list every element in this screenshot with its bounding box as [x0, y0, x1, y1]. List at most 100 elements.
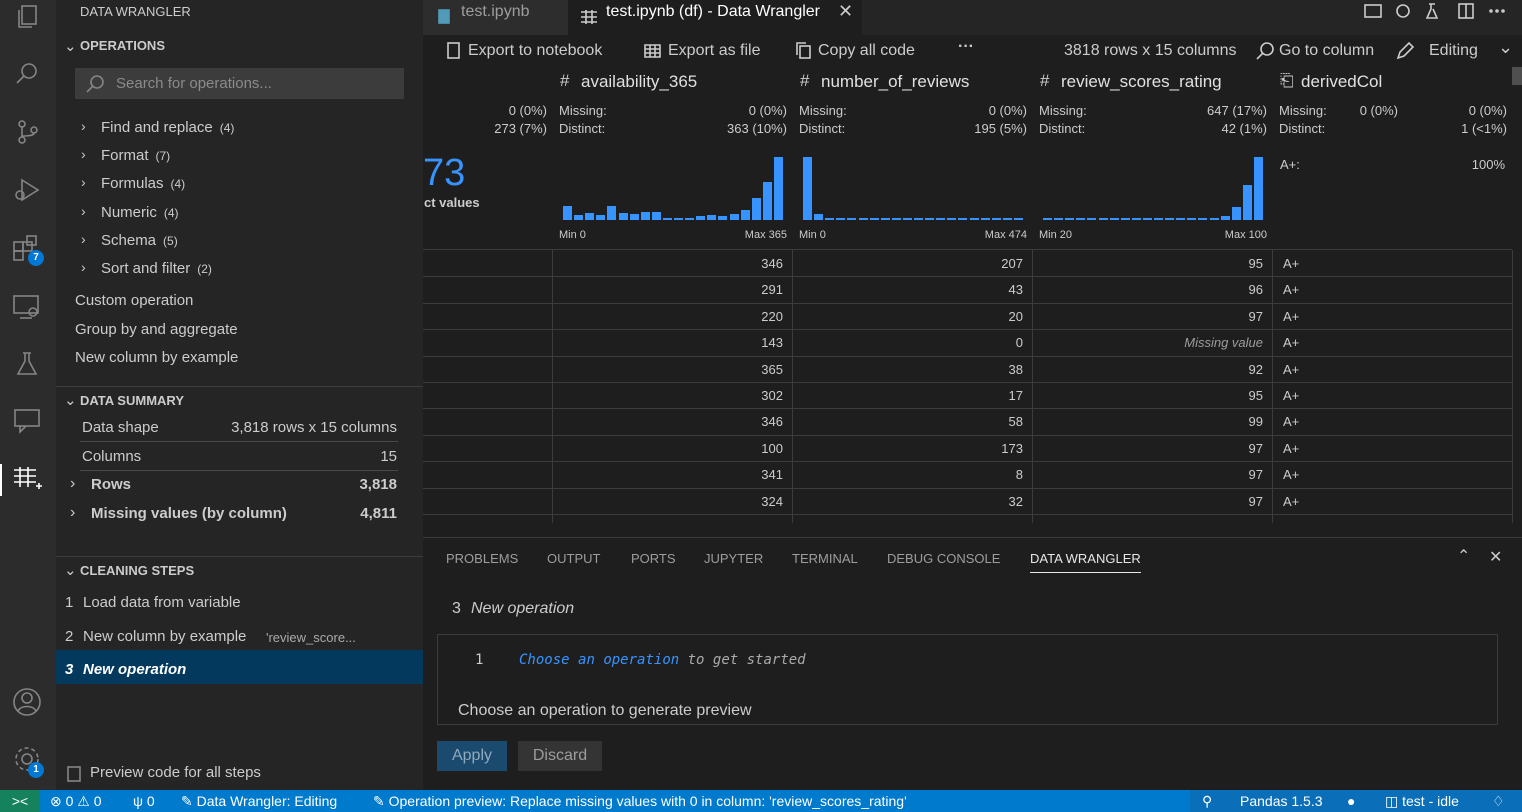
extensions-icon[interactable] — [12, 234, 42, 264]
column-name[interactable]: number_of_reviews — [821, 72, 970, 91]
chevron[interactable]: › — [81, 230, 86, 247]
remote-icon[interactable] — [12, 292, 42, 322]
chevron[interactable]: › — [81, 174, 86, 191]
panel-tab[interactable]: PORTS — [631, 551, 676, 566]
chevron[interactable]: ⌄ — [64, 392, 77, 409]
group-count: (4) — [170, 177, 186, 192]
vertical-scrollbar-thumb[interactable] — [1512, 67, 1522, 85]
operation-group[interactable]: Format (7) — [101, 147, 170, 164]
apply-button[interactable]: Apply — [437, 741, 507, 771]
row-divider — [423, 276, 1512, 278]
data-wrangler-icon[interactable] — [12, 464, 44, 496]
histogram-bar — [629, 214, 639, 220]
kernel-status[interactable]: ◫ test - idle — [1385, 793, 1459, 809]
missing-cell: Missing value — [1184, 335, 1263, 351]
account-icon[interactable] — [11, 686, 43, 718]
panel-maximize[interactable]: ⌃ — [1457, 548, 1471, 565]
group-count: (4) — [163, 205, 179, 220]
copilot-icon[interactable]: ● — [1347, 793, 1356, 809]
step-number[interactable]: 3 — [65, 661, 74, 679]
operation-group[interactable]: Schema (5) — [101, 232, 178, 249]
tab[interactable]: test.ipynb — [423, 0, 568, 35]
panel-tab-active[interactable]: DATA WRANGLER — [1030, 551, 1141, 573]
chat-icon[interactable] — [12, 406, 42, 436]
step-number[interactable]: 2 — [65, 627, 74, 645]
panel-tab[interactable]: DEBUG CONSOLE — [887, 551, 1001, 566]
panel-tab[interactable]: TERMINAL — [792, 551, 858, 566]
remote-indicator[interactable]: >< — [0, 790, 40, 812]
column-name[interactable]: review_scores_rating — [1061, 72, 1222, 91]
histogram-bar — [1253, 157, 1263, 220]
search-box[interactable]: Search for operations... — [75, 68, 404, 99]
copy-code-button[interactable]: Copy all code — [818, 42, 915, 59]
zoom-icon[interactable]: ⚲ — [1202, 793, 1213, 809]
chevron[interactable]: › — [81, 118, 86, 134]
explorer-icon[interactable] — [14, 2, 42, 30]
testing-icon[interactable] — [13, 350, 41, 378]
more-button[interactable]: ··· — [958, 38, 974, 55]
operation-item[interactable]: Custom operation — [75, 292, 194, 309]
editor-actions[interactable] — [1361, 2, 1521, 22]
problems-indicator[interactable]: ⊗ 0 ⚠ 0 — [50, 793, 102, 809]
debug-icon[interactable] — [12, 175, 42, 205]
histogram-bar — [1043, 218, 1053, 220]
operation-item[interactable]: New column by example — [75, 349, 239, 366]
histogram-bar — [751, 197, 761, 220]
export-notebook-button[interactable]: Export to notebook — [468, 42, 603, 59]
chevron[interactable]: › — [70, 475, 76, 493]
operation-group[interactable]: Find and replace (4) — [101, 119, 234, 136]
settings-icon[interactable] — [11, 743, 43, 775]
tab-close[interactable]: ✕ — [838, 1, 854, 21]
code-token: Choose — [519, 652, 570, 668]
operation-item[interactable]: Group by and aggregate — [75, 320, 238, 338]
tab-active[interactable]: test.ipynb (df) - Data Wrangler ✕ — [568, 0, 862, 35]
chevron[interactable]: › — [81, 202, 86, 219]
mode-indicator[interactable]: ✎ Data Wrangler: Editing — [181, 793, 338, 809]
missing-label: Missing: — [799, 103, 847, 118]
section-header[interactable]: DATA SUMMARY — [80, 393, 184, 408]
panel-tab[interactable]: OUTPUT — [547, 551, 601, 566]
summary-label[interactable]: Missing values (by column) — [91, 505, 287, 523]
histogram-bar — [618, 213, 628, 220]
cell: A+ — [1283, 440, 1300, 456]
chevron[interactable]: ⌄ — [64, 38, 77, 55]
chevron[interactable]: ⌄ — [64, 562, 77, 579]
missing-label: Missing: — [559, 103, 607, 118]
search-icon[interactable] — [14, 60, 42, 88]
notifications-icon[interactable]: ♢ — [1492, 793, 1505, 809]
discard-button[interactable]: Discard — [518, 741, 602, 771]
pandas-version[interactable]: Pandas 1.5.3 — [1240, 793, 1323, 809]
summary-label[interactable]: Rows — [91, 476, 132, 494]
chevron[interactable]: › — [81, 146, 86, 163]
step-label[interactable]: Load data from variable — [83, 594, 241, 611]
chevron[interactable]: › — [70, 504, 76, 522]
column-divider — [792, 250, 793, 523]
column-name[interactable]: availability_365 — [581, 72, 698, 91]
code-line: Choose an operation to get started — [519, 652, 806, 668]
histogram-bar — [858, 218, 868, 220]
ports-indicator[interactable]: ψ 0 — [133, 793, 155, 809]
preview-code-link[interactable]: Preview code for all steps — [90, 764, 261, 781]
section-header[interactable]: CLEANING STEPS — [80, 563, 195, 578]
panel-tab[interactable]: JUPYTER — [704, 551, 764, 566]
mode-dropdown[interactable]: Editing — [1429, 42, 1478, 59]
section-header[interactable]: OPERATIONS — [80, 38, 165, 53]
distinct-label: Distinct: — [799, 121, 846, 136]
operation-indicator[interactable]: ✎ Operation preview: Replace missing val… — [373, 793, 907, 809]
step-label[interactable]: New operation — [83, 661, 187, 679]
panel-tab[interactable]: PROBLEMS — [446, 551, 519, 566]
step-number[interactable]: 1 — [65, 594, 74, 611]
source-control-icon[interactable] — [14, 118, 42, 146]
code-editor[interactable]: 1 Choose an operation to get started Cho… — [437, 634, 1498, 725]
panel-close[interactable]: ✕ — [1489, 549, 1503, 566]
dropdown-chevron[interactable]: ⌄ — [1498, 37, 1514, 57]
operation-group[interactable]: Sort and filter (2) — [101, 260, 212, 277]
column-name[interactable]: derivedCol — [1301, 72, 1383, 91]
step-label[interactable]: New column by example — [83, 627, 247, 645]
histogram-bar — [847, 218, 857, 220]
operation-group[interactable]: Formulas (4) — [101, 175, 185, 192]
export-file-button[interactable]: Export as file — [668, 42, 761, 59]
chevron[interactable]: › — [81, 259, 86, 275]
operation-group[interactable]: Numeric (4) — [101, 204, 179, 221]
go-to-column-button[interactable]: Go to column — [1279, 42, 1375, 59]
